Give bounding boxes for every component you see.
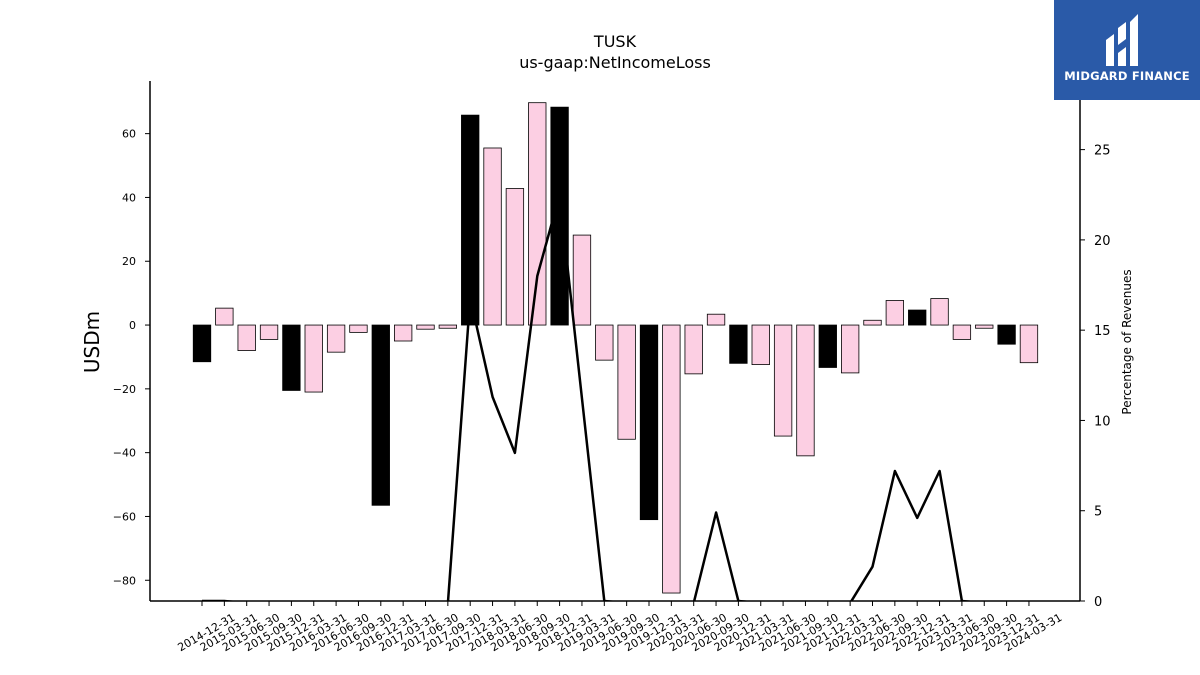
bar — [751, 324, 770, 366]
y-right-tick-label: 0 — [1094, 595, 1102, 610]
bar — [282, 324, 301, 391]
bar — [326, 324, 346, 353]
y-tick-label: 0 — [129, 319, 136, 332]
bar — [885, 300, 904, 326]
bar — [259, 324, 279, 340]
bar — [483, 147, 502, 326]
bar — [192, 324, 212, 363]
bar — [349, 324, 368, 333]
y-right-tick-label: 20 — [1094, 234, 1111, 249]
bar — [237, 324, 256, 351]
bar — [930, 298, 949, 326]
y-tick-label: −20 — [113, 383, 136, 396]
bar — [1019, 324, 1039, 364]
bar — [773, 324, 793, 437]
bar — [729, 324, 748, 364]
midgard-logo-icon — [1106, 14, 1138, 66]
axes — [149, 81, 1081, 602]
ticks: −80−60−40−20020406005101520252014-12-312… — [113, 128, 1111, 655]
bar — [595, 324, 614, 361]
y-axis-right-label: Percentage of Revenues — [1120, 269, 1134, 414]
y-tick-label: −40 — [113, 447, 136, 460]
bar — [215, 307, 234, 326]
y-right-tick-label: 5 — [1094, 505, 1102, 520]
bar — [550, 106, 569, 326]
y-right-tick-label: 10 — [1094, 414, 1111, 429]
chart-title: TUSK — [593, 32, 637, 51]
bar — [572, 234, 592, 326]
bar — [796, 324, 815, 457]
bar — [997, 324, 1016, 345]
bar — [505, 188, 525, 326]
y-tick-label: 40 — [122, 191, 136, 204]
bar — [528, 102, 547, 326]
bar — [371, 324, 390, 506]
y-tick-label: 60 — [122, 128, 136, 141]
y-right-tick-label: 25 — [1094, 144, 1111, 159]
brand-logo: MIDGARD FINANCE — [1054, 0, 1200, 100]
bar — [952, 324, 972, 340]
bar — [304, 324, 323, 393]
bar — [461, 114, 480, 326]
bar — [684, 324, 703, 375]
y-tick-label: −60 — [113, 510, 136, 523]
bar — [393, 324, 413, 342]
bar — [975, 324, 994, 329]
bars — [192, 102, 1039, 594]
brand-name: MIDGARD FINANCE — [1064, 69, 1190, 83]
bar — [662, 324, 681, 594]
bar — [438, 324, 458, 329]
bar — [617, 324, 636, 440]
bar — [416, 324, 435, 330]
bar — [639, 324, 659, 521]
bar — [908, 309, 927, 326]
y-tick-label: 20 — [122, 255, 136, 268]
bar — [841, 324, 860, 374]
chart-subtitle: us-gaap:NetIncomeLoss — [519, 53, 711, 72]
bar — [818, 324, 837, 368]
ratio-line — [202, 193, 976, 601]
y-axis-label: USDm — [80, 311, 104, 373]
ratio-line-layer — [202, 193, 976, 601]
bar — [706, 313, 726, 326]
y-right-tick-label: 15 — [1094, 324, 1111, 339]
bar — [863, 319, 882, 326]
y-tick-label: −80 — [113, 574, 136, 587]
